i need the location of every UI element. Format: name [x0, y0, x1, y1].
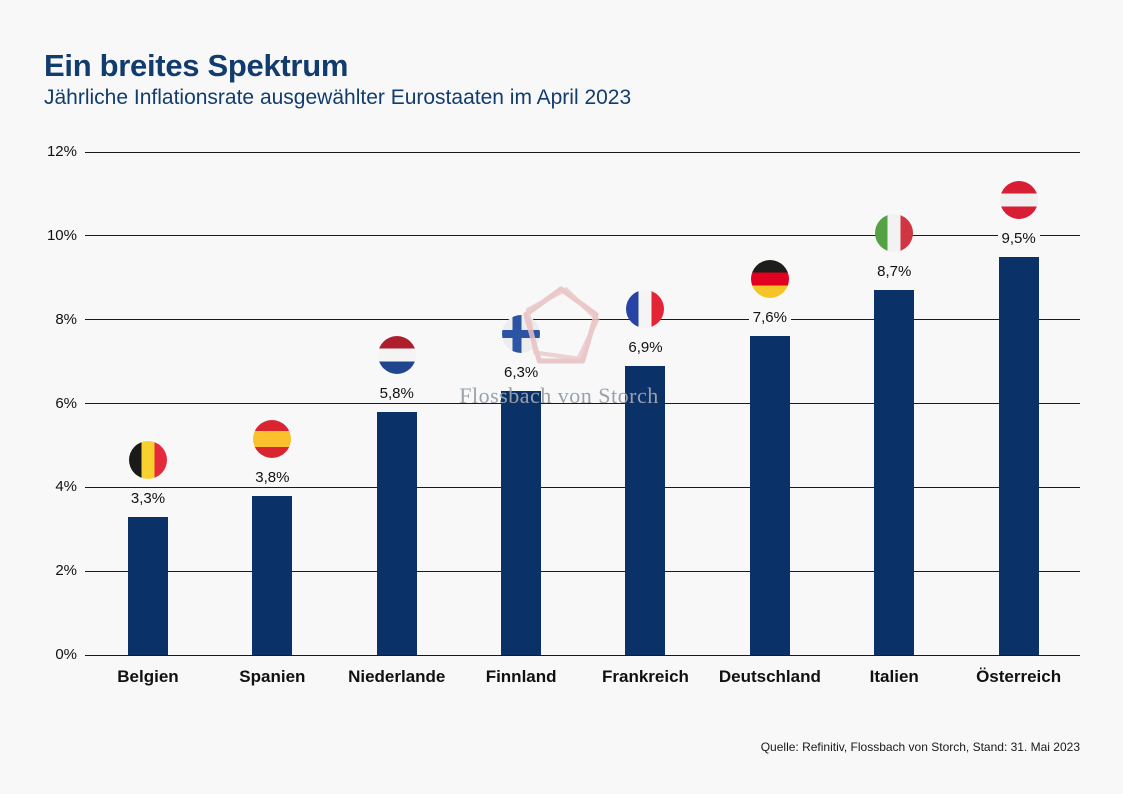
x-axis-label-österreich: Österreich	[976, 667, 1062, 686]
bar-value-label: 8,7%	[834, 262, 954, 282]
bar-value: 5,8%	[375, 383, 418, 403]
x-axis-label-spanien: Spanien	[239, 667, 306, 686]
flag-spanien-icon	[253, 419, 292, 458]
x-axis-label-deutschland: Deutschland	[718, 667, 821, 686]
flag-frankreich-icon	[626, 289, 665, 328]
flag-oesterreich-icon	[999, 180, 1038, 219]
y-tick-label: 4%	[55, 478, 77, 496]
page-subtitle: Jährliche Inflationsrate ausgewählter Eu…	[44, 86, 632, 109]
x-axis-label-italien: Italien	[869, 667, 919, 686]
bar-value-label: 6,3%	[461, 362, 581, 382]
gridline-10%	[85, 235, 1080, 237]
bar-value-label: 3,8%	[212, 467, 332, 487]
bar-value-label: 5,8%	[337, 383, 457, 403]
gridline-0%	[85, 654, 1080, 656]
source-note: Quelle: Refinitiv, Flossbach von Storch,…	[760, 740, 1080, 754]
bar-deutschland	[749, 336, 790, 655]
bar-value: 9,5%	[997, 228, 1040, 248]
bar-value-label: 7,6%	[710, 308, 830, 328]
flag-belgien-icon	[128, 440, 167, 479]
flag-finnland-icon	[502, 314, 541, 353]
x-axis-label-finnland: Finnland	[485, 667, 557, 686]
gridline-12%	[85, 151, 1080, 153]
gridline-8%	[85, 319, 1080, 321]
gridline-2%	[85, 570, 1080, 572]
bar-niederlande	[376, 411, 417, 655]
x-axis-label-frankreich: Frankreich	[602, 667, 689, 686]
y-tick-label: 6%	[55, 394, 77, 412]
flag-italien-icon	[875, 214, 914, 253]
flag-deutschland-icon	[750, 260, 789, 299]
gridline-4%	[85, 486, 1080, 488]
bar-value-label: 3,3%	[88, 488, 208, 508]
bar-spanien	[252, 495, 293, 655]
bar-value: 8,7%	[873, 262, 916, 282]
y-tick-label: 0%	[55, 646, 77, 663]
y-tick-label: 8%	[55, 310, 77, 328]
x-axis-label-niederlande: Niederlande	[348, 667, 446, 686]
bar-value-label: 9,5%	[959, 228, 1079, 248]
x-axis-label-belgien: Belgien	[117, 667, 179, 686]
bar-belgien	[127, 516, 168, 655]
bar-value: 3,8%	[251, 467, 294, 487]
bar-value-label: 6,9%	[585, 337, 705, 357]
flag-niederlande-icon	[377, 335, 416, 374]
y-tick-label: 12%	[46, 143, 77, 160]
gridline-6%	[85, 403, 1080, 404]
bar-frankreich	[625, 365, 666, 655]
bar-value: 6,3%	[500, 362, 543, 382]
bar-italien	[874, 290, 915, 655]
y-tick-label: 10%	[46, 226, 77, 244]
plot-area: 0% 2% 4% 6% 8% 10% 12% 3,3% Belgien 3,8% Spanien 5,…	[47, 143, 1080, 686]
bar-value: 3,3%	[126, 488, 170, 508]
bar-value: 6,9%	[624, 337, 667, 357]
bar-österreich	[998, 256, 1039, 655]
y-tick-label: 2%	[55, 562, 77, 580]
bar-value: 7,6%	[748, 308, 791, 328]
bar-finnland	[501, 390, 542, 655]
page-title: Ein breites Spektrum	[44, 48, 349, 83]
